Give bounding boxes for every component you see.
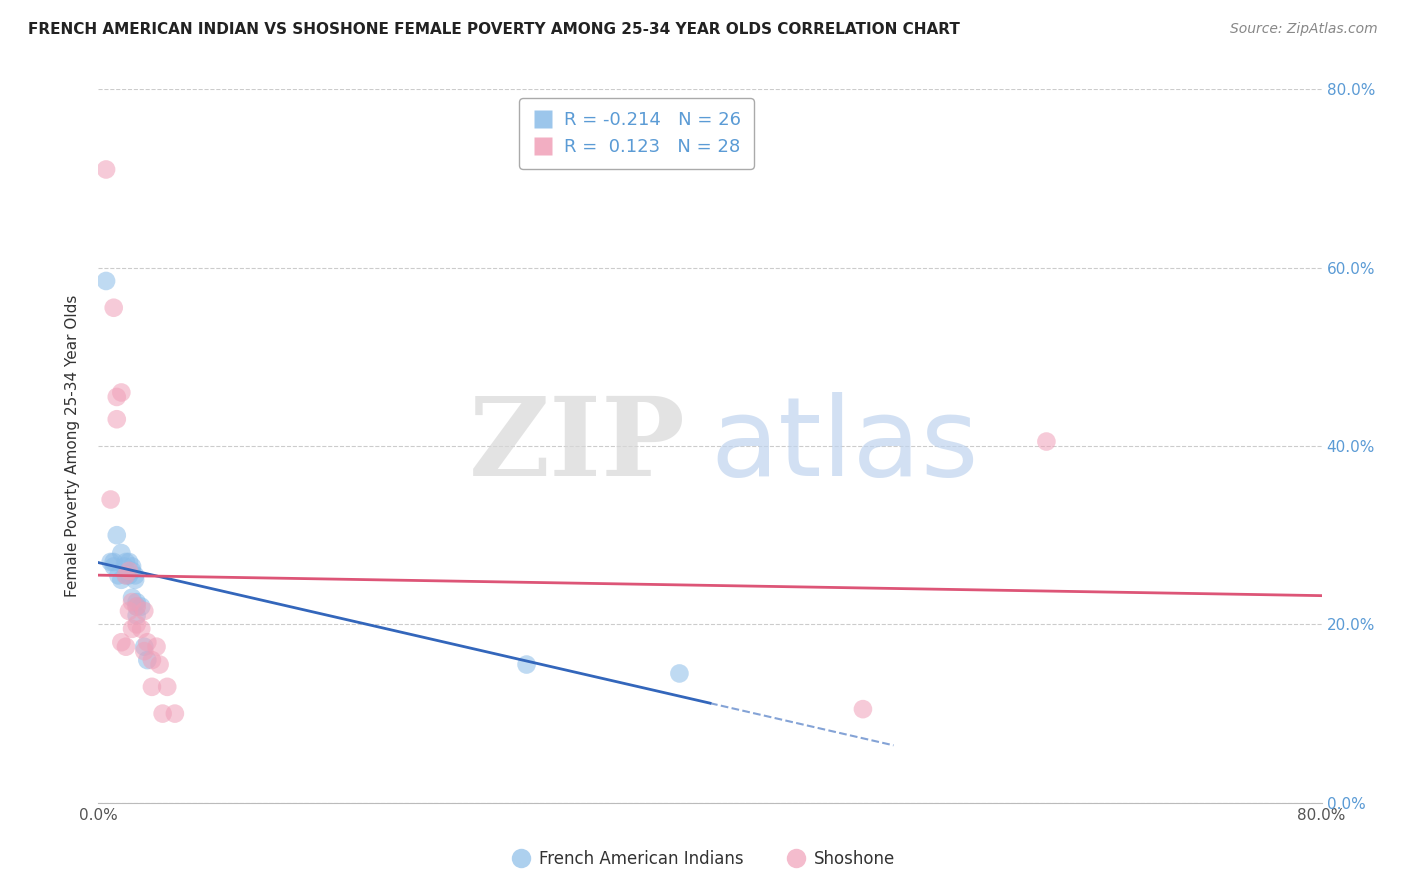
Point	[121, 622, 143, 636]
Point	[110, 573, 132, 587]
Point	[145, 640, 167, 654]
Point	[163, 706, 186, 721]
Point	[118, 564, 141, 578]
Point	[110, 546, 132, 560]
Point	[115, 568, 138, 582]
Point	[156, 680, 179, 694]
Point	[118, 604, 141, 618]
Point	[121, 564, 143, 578]
Point	[110, 385, 132, 400]
Point	[136, 653, 159, 667]
Point	[112, 559, 135, 574]
Point	[125, 599, 148, 614]
Point	[124, 573, 146, 587]
Point	[100, 492, 122, 507]
Point	[141, 653, 163, 667]
Y-axis label: Female Poverty Among 25-34 Year Olds: Female Poverty Among 25-34 Year Olds	[65, 295, 80, 597]
Text: Source: ZipAtlas.com: Source: ZipAtlas.com	[1230, 22, 1378, 37]
Point	[668, 666, 690, 681]
Text: FRENCH AMERICAN INDIAN VS SHOSHONE FEMALE POVERTY AMONG 25-34 YEAR OLDS CORRELAT: FRENCH AMERICAN INDIAN VS SHOSHONE FEMAL…	[28, 22, 960, 37]
Text: ZIP: ZIP	[468, 392, 686, 500]
Legend: R = -0.214   N = 26, R =  0.123   N = 28: R = -0.214 N = 26, R = 0.123 N = 28	[519, 98, 754, 169]
Point	[1035, 434, 1057, 449]
Point	[118, 555, 141, 569]
Point	[94, 162, 117, 177]
Point	[125, 599, 148, 614]
Legend: French American Indians, Shoshone: French American Indians, Shoshone	[505, 844, 901, 875]
Point	[107, 568, 129, 582]
Point	[105, 412, 128, 426]
Point	[103, 559, 125, 574]
Point	[149, 657, 172, 672]
Point	[129, 622, 152, 636]
Point	[124, 568, 146, 582]
Point	[121, 595, 143, 609]
Point	[134, 644, 156, 658]
Point	[105, 528, 128, 542]
Point	[118, 568, 141, 582]
Point	[125, 617, 148, 632]
Point	[134, 604, 156, 618]
Point	[103, 301, 125, 315]
Point	[105, 390, 128, 404]
Point	[115, 640, 138, 654]
Point	[136, 635, 159, 649]
Point	[516, 657, 538, 672]
Point	[115, 555, 138, 569]
Point	[115, 568, 138, 582]
Point	[100, 555, 122, 569]
Point	[125, 608, 148, 623]
Text: atlas: atlas	[710, 392, 979, 500]
Point	[94, 274, 117, 288]
Point	[134, 640, 156, 654]
Point	[125, 595, 148, 609]
Point	[129, 599, 152, 614]
Point	[103, 555, 125, 569]
Point	[141, 680, 163, 694]
Point	[121, 591, 143, 605]
Point	[121, 559, 143, 574]
Point	[852, 702, 875, 716]
Point	[152, 706, 174, 721]
Point	[110, 635, 132, 649]
